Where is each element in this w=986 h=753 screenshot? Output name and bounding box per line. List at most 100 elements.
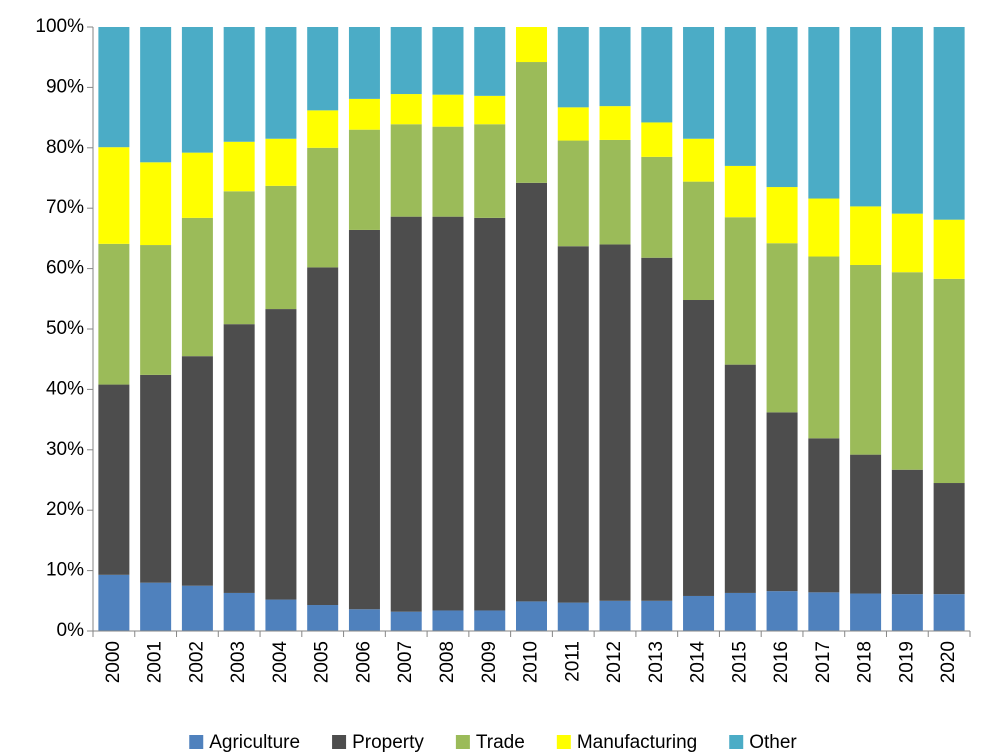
bar-segment — [808, 592, 840, 631]
bar-segment — [98, 147, 130, 244]
y-tick-label: 20% — [46, 499, 84, 520]
x-tick-label: 2003 — [228, 641, 249, 683]
bar-segment — [933, 219, 965, 279]
bar-segment — [140, 245, 172, 375]
bar-segment — [641, 122, 673, 157]
bar-segment — [933, 27, 965, 220]
bar-segment — [891, 27, 923, 214]
bar-segment — [348, 98, 380, 130]
bar-segment — [850, 264, 882, 455]
legend-label: Other — [749, 732, 797, 753]
bar-segment — [474, 217, 506, 611]
x-tick-label: 2011 — [562, 641, 583, 682]
bar-segment — [766, 27, 798, 188]
x-tick-label: 2000 — [103, 641, 124, 683]
bar-segment — [516, 27, 547, 63]
legend-label: Agriculture — [209, 732, 300, 753]
bar-segment — [307, 147, 339, 268]
y-tick-label: 50% — [46, 318, 84, 339]
bar-segment — [641, 257, 673, 601]
bar-segment — [766, 243, 798, 413]
bar-segment — [683, 27, 715, 139]
bar-segment — [683, 300, 715, 596]
bar-segment — [891, 272, 923, 470]
bar-segment — [933, 278, 965, 484]
x-tick-label: 2002 — [186, 641, 207, 683]
bar-segment — [808, 438, 840, 593]
bar-segment — [265, 599, 297, 631]
x-tick-label: 2018 — [855, 641, 876, 683]
bar-segment — [307, 605, 339, 631]
bar-segment — [516, 601, 547, 631]
bar-segment — [724, 27, 756, 166]
x-tick-label: 2013 — [646, 641, 667, 683]
bar-segment — [181, 356, 213, 586]
legend-label: Manufacturing — [577, 732, 697, 753]
bar-segment — [808, 27, 840, 199]
bar-segment — [390, 124, 422, 217]
bar-segment — [432, 126, 464, 217]
legend-swatch — [189, 735, 204, 749]
x-tick-label: 2017 — [813, 641, 834, 683]
bar-segment — [516, 62, 547, 183]
bar-segment — [307, 110, 339, 148]
legend-swatch — [729, 735, 744, 749]
bar-segment — [307, 27, 339, 111]
bar-segment — [432, 94, 464, 127]
bar-segment — [181, 585, 213, 631]
bar-segment — [140, 27, 172, 163]
bar-segment — [891, 594, 923, 631]
bar-segment — [850, 593, 882, 631]
bar-segment — [599, 600, 631, 631]
bar-segment — [432, 27, 464, 95]
bar-segment — [390, 94, 422, 125]
bar-segment — [98, 384, 130, 575]
x-tick-label: 2010 — [521, 641, 542, 683]
y-tick-label: 90% — [46, 76, 84, 97]
x-tick-label: 2014 — [688, 641, 709, 684]
bar-segment — [808, 256, 840, 439]
bar-segment — [557, 107, 589, 141]
x-tick-label: 2016 — [771, 641, 792, 683]
bar-segment — [432, 216, 464, 611]
x-tick-label: 2007 — [395, 641, 416, 683]
bar-segment — [390, 216, 422, 612]
bar-segment — [474, 124, 506, 218]
x-tick-label: 2019 — [896, 641, 917, 683]
legend-swatch — [556, 735, 571, 749]
bar-segment — [641, 156, 673, 258]
bar-segment — [850, 27, 882, 207]
bar-segment — [181, 152, 213, 218]
legend-swatch — [455, 735, 470, 749]
bar-segment — [808, 198, 840, 257]
legend-label: Property — [352, 732, 424, 753]
bar-segment — [557, 140, 589, 247]
bar-segment — [599, 139, 631, 245]
bar-segment — [850, 454, 882, 594]
y-tick-label: 10% — [46, 560, 84, 581]
x-tick-label: 2004 — [270, 641, 291, 684]
x-tick-label: 2009 — [479, 641, 500, 683]
bar-segment — [265, 27, 297, 139]
bar-segment — [432, 610, 464, 631]
bar-segment — [850, 206, 882, 265]
bar-segment — [98, 574, 130, 631]
bar-segment — [223, 191, 255, 325]
bar-segment — [766, 412, 798, 592]
x-tick-label: 2008 — [437, 641, 458, 683]
bar-segment — [98, 27, 130, 148]
bar-segment — [641, 27, 673, 123]
x-tick-label: 2012 — [604, 641, 625, 683]
bar-segment — [140, 374, 172, 583]
y-tick-label: 80% — [46, 137, 84, 158]
bar-segment — [181, 27, 213, 153]
bar-segment — [557, 602, 589, 631]
x-tick-label: 2020 — [938, 641, 959, 683]
bar-segment — [766, 591, 798, 631]
y-tick-label: 30% — [46, 439, 84, 460]
bar-segment — [348, 129, 380, 230]
x-tick-label: 2005 — [312, 641, 333, 683]
bar-segment — [933, 483, 965, 595]
bar-segment — [683, 138, 715, 182]
